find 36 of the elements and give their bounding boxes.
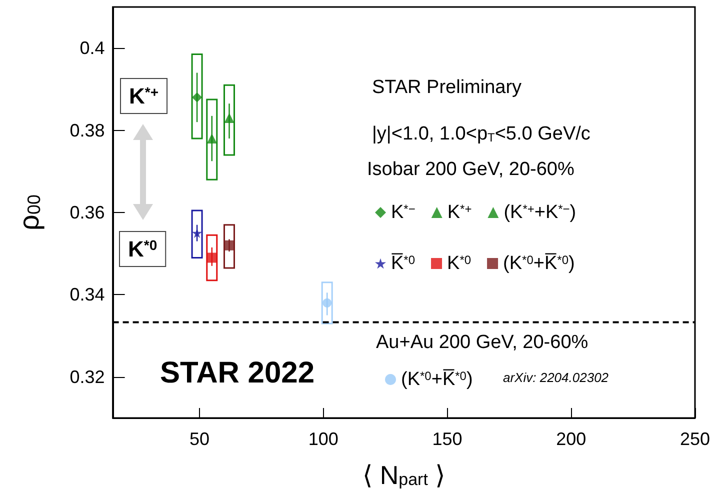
annotation: |y|<1.0, 1.0<pT<5.0 GeV/c bbox=[372, 123, 590, 144]
x-tick-label: 250 bbox=[680, 429, 710, 449]
x-tick-label: 200 bbox=[556, 429, 586, 449]
legend-label: K*+ bbox=[447, 202, 472, 223]
x-tick-label: 50 bbox=[189, 429, 210, 449]
bar bbox=[223, 84, 235, 156]
point bbox=[192, 92, 202, 102]
point bbox=[206, 252, 217, 263]
y-tick-label: 0.34 bbox=[70, 284, 105, 305]
legend-label: K*− bbox=[391, 202, 416, 223]
point bbox=[322, 298, 332, 308]
point bbox=[224, 240, 234, 250]
annotation: Au+Au 200 GeV, 20-60% bbox=[376, 332, 588, 353]
y-tick-label: 0.38 bbox=[70, 120, 105, 140]
x-axis-title: ⟨ Npart ⟩ bbox=[362, 460, 446, 490]
bar bbox=[223, 224, 235, 269]
bar bbox=[191, 210, 203, 258]
annotation: K*+ bbox=[129, 84, 159, 108]
legend-label: (K*++K*−) bbox=[504, 202, 576, 223]
point bbox=[224, 112, 234, 123]
x-tick-label: 150 bbox=[432, 429, 462, 449]
y-axis-title: ρ00 bbox=[13, 194, 44, 230]
point bbox=[192, 228, 202, 238]
bar bbox=[191, 54, 203, 140]
bar bbox=[206, 98, 218, 180]
annotation: arXiv: 2204.02302 bbox=[503, 370, 610, 385]
x-tick-label: 100 bbox=[308, 429, 338, 449]
point bbox=[206, 134, 217, 144]
bar bbox=[206, 234, 218, 282]
y-tick-label: 0.36 bbox=[70, 202, 105, 222]
bar bbox=[321, 282, 333, 324]
annotation: STAR Preliminary bbox=[372, 77, 522, 98]
y-tick-label: 0.32 bbox=[70, 366, 105, 387]
annotation: Isobar 200 GeV, 20-60% bbox=[367, 159, 574, 180]
y-tick-label: 0.4 bbox=[80, 38, 105, 58]
annotation: STAR 2022 bbox=[160, 356, 315, 390]
